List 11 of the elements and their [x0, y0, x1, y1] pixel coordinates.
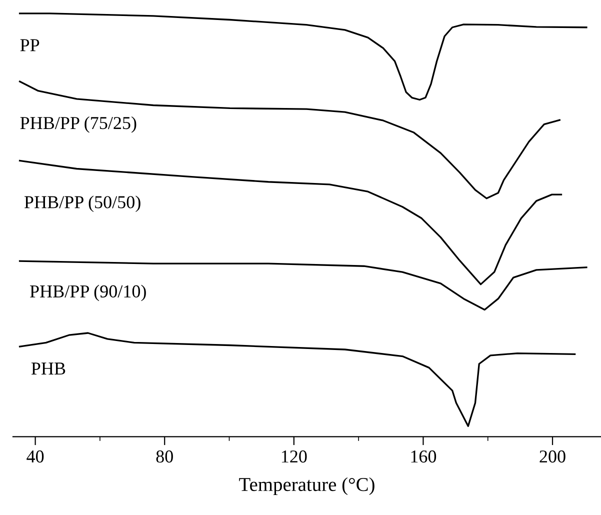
series-label: PHB/PP (90/10) — [30, 284, 146, 302]
x-axis-title: Temperature (°C) — [239, 477, 374, 496]
x-tick-label: 120 — [282, 450, 307, 463]
x-tick-label: 160 — [411, 450, 436, 463]
series-label: PHB/PP (50/50) — [24, 196, 140, 212]
series-label: PHB/PP (75/25) — [20, 116, 136, 133]
x-tick-label: 40 — [26, 450, 44, 463]
series-label: PHB — [31, 362, 66, 375]
series-label: PP — [20, 39, 40, 52]
x-tick-label: 80 — [156, 450, 173, 463]
x-tick-label: 200 — [540, 450, 566, 463]
